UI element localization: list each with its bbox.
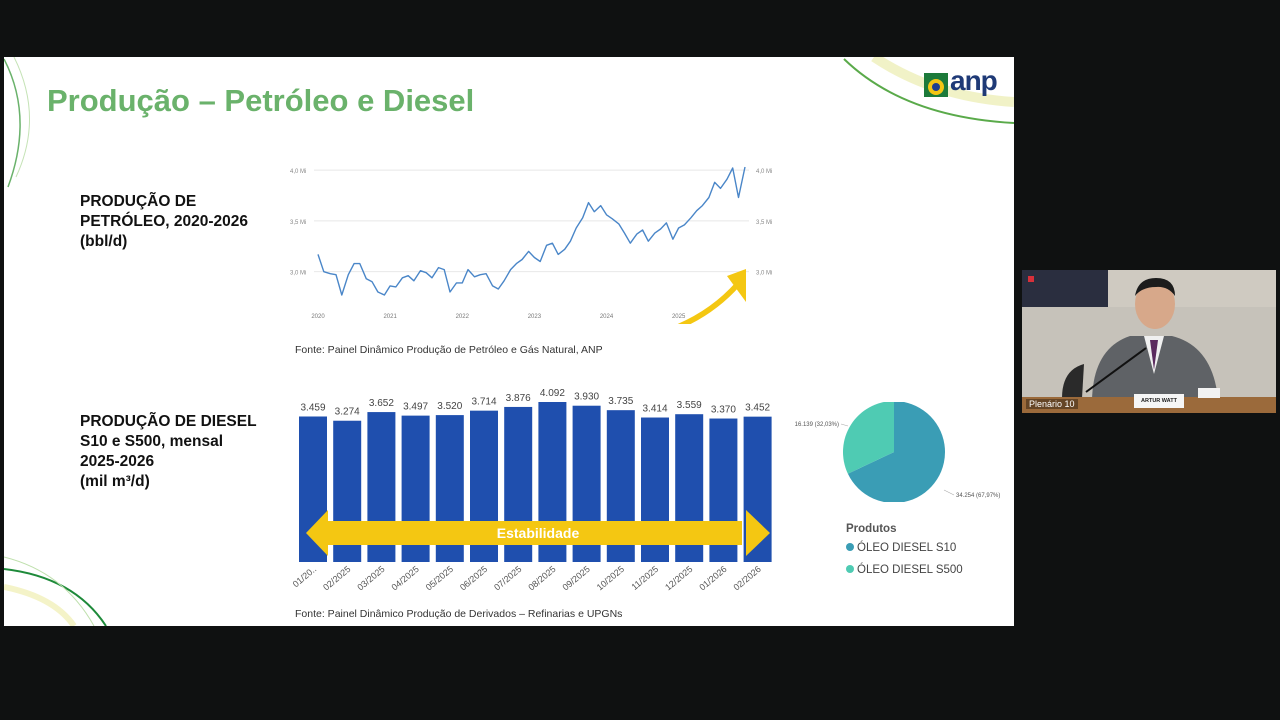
- stability-arrow-left-icon: [306, 510, 328, 556]
- pie-legend-item-s500: ÓLEO DIESEL S500: [846, 564, 963, 576]
- stability-arrow-right-icon: [746, 510, 770, 556]
- speaker-video-feed: ARTUR WATT Plenário 10: [1022, 270, 1276, 413]
- diesel-label-line: S10 e S500, mensal: [80, 433, 224, 450]
- diesel-bar-value-label: 3.459: [300, 402, 325, 413]
- diesel-bar-value-label: 3.930: [574, 392, 599, 403]
- presentation-slide: Produção – Petróleo e Diesel anp PRODUÇÃ…: [4, 57, 1014, 626]
- diesel-x-tick: 02/2026: [732, 564, 763, 593]
- growth-arrow-icon: [677, 281, 741, 324]
- pie-slice-label: 34.254 (67,97%): [956, 493, 1000, 499]
- diesel-x-tick: 12/2025: [663, 564, 694, 593]
- legend-dot-icon: [846, 565, 854, 573]
- diesel-bar-value-label: 3.559: [677, 400, 702, 411]
- oil-x-tick: 2020: [311, 314, 325, 320]
- oil-y-tick-right: 3,5 Mi: [756, 220, 772, 226]
- anp-logo-text: anp: [950, 65, 998, 96]
- diesel-x-tick: 03/2025: [355, 564, 386, 593]
- pie-slice-label: 16.139 (32,03%): [795, 422, 839, 428]
- diesel-bar-value-label: 3.652: [369, 398, 394, 409]
- legend-label: ÓLEO DIESEL S500: [857, 564, 963, 576]
- diesel-bar-value-label: 3.452: [745, 403, 770, 414]
- pie-legend-title: Produtos: [846, 523, 897, 535]
- pie-legend-item-s10: ÓLEO DIESEL S10: [846, 542, 956, 554]
- oil-x-tick: 2022: [456, 314, 470, 320]
- oil-x-tick: 2024: [600, 314, 614, 320]
- diesel-bar-value-label: 3.370: [711, 405, 736, 416]
- diesel-label-line: (mil m³/d): [80, 473, 150, 490]
- stability-band: [322, 521, 742, 545]
- oil-label-line: (bbl/d): [80, 233, 128, 250]
- diesel-product-pie-chart: 16.139 (32,03%) 34.254 (67,97%): [795, 402, 1000, 502]
- oil-production-series-line: [317, 166, 746, 296]
- oil-y-tick-left: 3,0 Mi: [290, 271, 306, 277]
- oil-x-tick: 2023: [528, 314, 542, 320]
- oil-x-tick: 2025: [672, 314, 686, 320]
- oil-chart-source: Fonte: Painel Dinâmico Produção de Petró…: [295, 344, 603, 356]
- anp-logo: anp: [924, 65, 1004, 101]
- slide-title: Produção – Petróleo e Diesel: [47, 83, 475, 118]
- diesel-x-tick: 07/2025: [492, 564, 523, 593]
- diesel-x-tick: 11/2025: [629, 564, 660, 592]
- diesel-production-bar-chart: 3.459 01/20.. 3.274 02/2025 3.652 03/2025 3.49…: [291, 388, 772, 593]
- oil-x-tick: 2021: [383, 314, 397, 320]
- diesel-bar-value-label: 3.520: [437, 401, 462, 412]
- camera-location-label: Plenário 10: [1026, 399, 1078, 409]
- anp-emblem-icon: [924, 73, 948, 97]
- growth-arrow-head-icon: [727, 269, 746, 302]
- legend-dot-icon: [846, 543, 854, 551]
- diesel-section-label: PRODUÇÃO DE DIESEL S10 e S500, mensal 20…: [80, 412, 257, 492]
- diesel-bar-value-label: 3.497: [403, 402, 428, 413]
- diesel-x-tick: 02/2025: [321, 564, 352, 593]
- diesel-bar-value-label: 3.735: [608, 396, 633, 407]
- oil-label-line: PETRÓLEO, 2020-2026: [80, 213, 248, 230]
- pie-slice: [847, 402, 945, 502]
- oil-y-tick-right: 4,0 Mi: [756, 169, 772, 175]
- diesel-x-tick: 01/20..: [291, 564, 319, 589]
- pie-slice: [843, 402, 894, 474]
- diesel-x-tick: 05/2025: [424, 564, 455, 593]
- legend-label: ÓLEO DIESEL S10: [857, 542, 957, 554]
- diesel-x-tick: 09/2025: [561, 564, 592, 593]
- diesel-bar-value-label: 3.714: [471, 397, 496, 408]
- oil-label-line: PRODUÇÃO DE: [80, 193, 197, 210]
- pie-leader-line: [840, 423, 849, 427]
- diesel-x-tick: 08/2025: [526, 564, 557, 593]
- pie-leader-line: [943, 489, 955, 496]
- oil-y-tick-right: 3,0 Mi: [756, 271, 772, 277]
- stability-label: Estabilidade: [497, 525, 580, 541]
- diesel-bar-value-label: 3.876: [506, 393, 531, 404]
- diesel-x-tick: 06/2025: [458, 564, 489, 593]
- oil-y-tick-left: 4,0 Mi: [290, 169, 306, 175]
- speaker-video-image: [1022, 270, 1276, 413]
- diesel-label-line: 2025-2026: [80, 453, 155, 470]
- diesel-chart-source: Fonte: Painel Dinâmico Produção de Deriv…: [295, 608, 623, 620]
- diesel-x-tick: 04/2025: [390, 564, 421, 593]
- diesel-bar-value-label: 3.414: [642, 404, 667, 415]
- diesel-label-line: PRODUÇÃO DE DIESEL: [80, 413, 257, 430]
- diesel-x-tick: 01/2026: [697, 564, 728, 593]
- oil-production-line-chart: 3,0 Mi 3,0 Mi 3,5 Mi 3,5 Mi 4,0 Mi 4,0 Mi 2020…: [290, 166, 772, 324]
- diesel-bar-value-label: 3.274: [335, 407, 360, 418]
- diesel-x-tick: 10/2025: [595, 564, 626, 593]
- diesel-bar-value-label: 4.092: [540, 388, 565, 399]
- oil-section-label: PRODUÇÃO DE PETRÓLEO, 2020-2026 (bbl/d): [80, 192, 248, 252]
- oil-y-tick-left: 3,5 Mi: [290, 220, 306, 226]
- speaker-nameplate: ARTUR WATT: [1141, 398, 1177, 404]
